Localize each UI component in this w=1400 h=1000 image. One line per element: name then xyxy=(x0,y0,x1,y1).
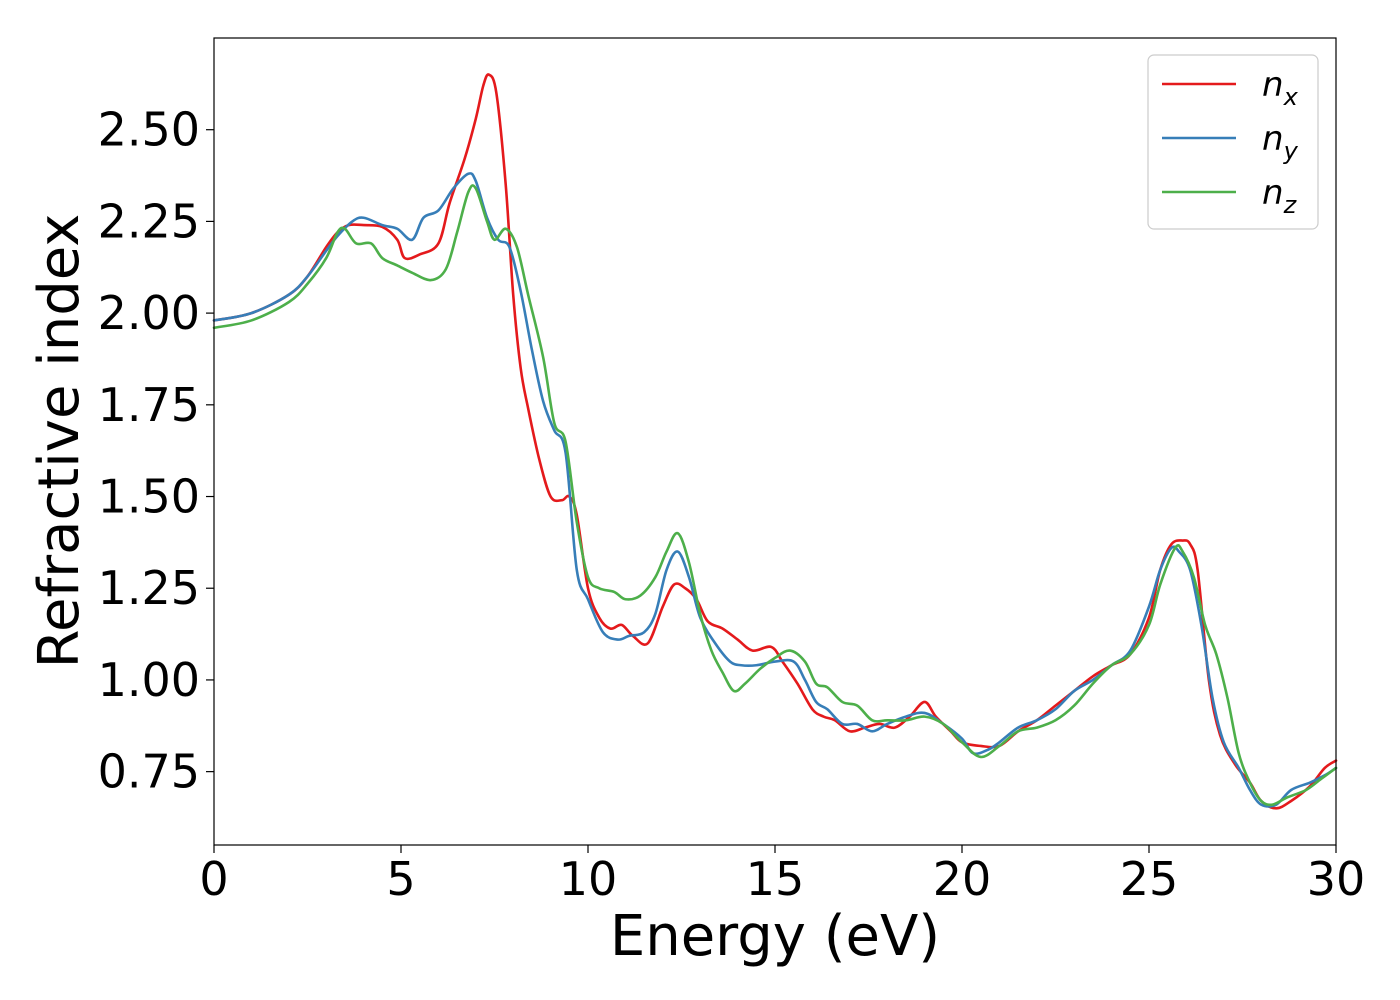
y-tick-label: 1.25 xyxy=(98,561,200,615)
x-tick-label: 30 xyxy=(1307,852,1366,906)
series-line-ny xyxy=(212,172,1338,808)
series-layer xyxy=(212,73,1338,810)
x-tick-label: 5 xyxy=(386,852,415,906)
y-axis-ticks: 0.75 1.00 1.25 1.50 1.75 2.00 2.25 2.50 xyxy=(98,103,214,799)
x-tick-label: 0 xyxy=(199,852,228,906)
x-axis-ticks: 0 5 10 15 20 25 30 xyxy=(199,845,1365,906)
x-tick-label: 10 xyxy=(559,852,618,906)
y-tick-label: 2.50 xyxy=(98,103,200,157)
legend-label-nz: nz xyxy=(1262,173,1298,219)
legend: nx ny nz xyxy=(1147,54,1319,230)
y-axis-label: Refractive index xyxy=(27,214,92,669)
y-tick-label: 0.75 xyxy=(98,745,200,799)
y-tick-label: 1.75 xyxy=(98,378,200,432)
legend-box xyxy=(1147,54,1319,230)
legend-label-ny: ny xyxy=(1262,119,1299,165)
x-axis-label: Energy (eV) xyxy=(610,904,940,969)
legend-items: nx ny nz xyxy=(1162,65,1299,219)
x-tick-label: 20 xyxy=(933,852,992,906)
x-tick-label: 15 xyxy=(746,852,805,906)
legend-label-nx: nx xyxy=(1262,65,1299,111)
y-tick-label: 1.50 xyxy=(98,470,200,524)
y-tick-label: 1.00 xyxy=(98,653,200,707)
series-line-nx xyxy=(212,73,1338,810)
series-line-nz xyxy=(212,184,1338,807)
y-tick-label: 2.00 xyxy=(98,286,200,340)
x-tick-label: 25 xyxy=(1120,852,1179,906)
y-tick-label: 2.25 xyxy=(98,194,200,248)
